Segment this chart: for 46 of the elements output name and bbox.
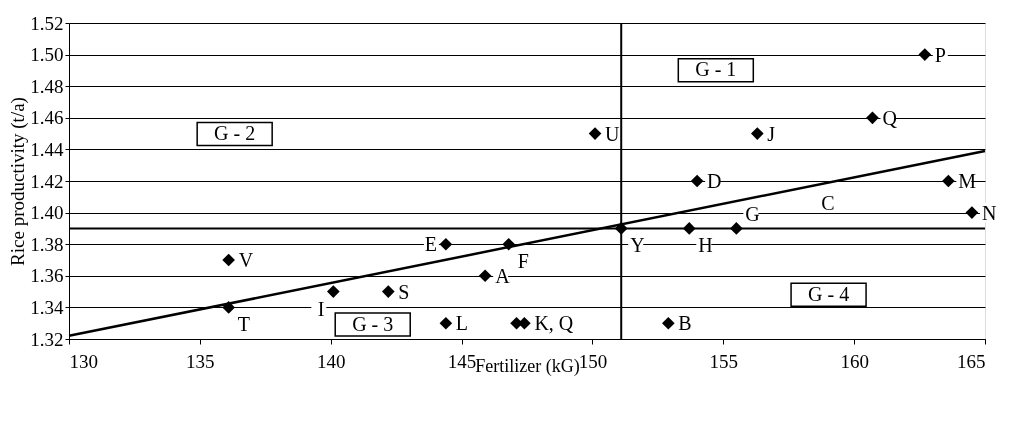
y-tick-label: 1.48 xyxy=(30,75,64,97)
annotation: Q xyxy=(882,106,898,129)
annotation: I xyxy=(317,297,325,320)
y-axis-title: Rice productivity (t/a) xyxy=(7,97,30,266)
annotation: F xyxy=(517,250,529,273)
x-tick-label: 140 xyxy=(316,350,346,372)
y-tick-label: 1.46 xyxy=(30,107,64,129)
annotation: P xyxy=(934,43,946,66)
annotation: G xyxy=(745,203,760,226)
annotation: L xyxy=(455,312,469,335)
y-tick-label: 1.50 xyxy=(30,44,64,66)
annotation: G - 2 xyxy=(214,121,256,144)
y-tick-label: 1.52 xyxy=(30,12,64,34)
x-tick-label: 135 xyxy=(186,350,215,372)
x-tick-label: 150 xyxy=(578,350,608,372)
x-tick-label: 165 xyxy=(957,350,986,372)
annotation: H xyxy=(698,234,713,257)
annotation: N xyxy=(981,201,997,224)
annotation: M xyxy=(958,170,977,192)
y-tick-label: 1.34 xyxy=(30,296,64,318)
y-tick-label: 1.32 xyxy=(30,328,64,350)
annotation: E xyxy=(424,233,437,256)
annotation: K, Q xyxy=(534,312,574,335)
annotation: G - 3 xyxy=(352,312,394,335)
annotation: D xyxy=(707,170,722,192)
annotation: Y xyxy=(630,234,645,257)
y-tick-label: 1.38 xyxy=(30,233,64,255)
annotation: T xyxy=(237,313,250,336)
annotation: G - 4 xyxy=(808,282,850,305)
x-tick-label: 130 xyxy=(69,350,98,372)
y-tick-label: 1.42 xyxy=(30,170,64,192)
annotation: G - 1 xyxy=(695,58,737,81)
x-tick-label: 145 xyxy=(447,350,477,372)
x-axis-title: Fertilizer (kG) xyxy=(475,355,580,377)
y-tick-label: 1.36 xyxy=(30,265,64,287)
x-tick-label: 160 xyxy=(840,350,869,372)
annotation: C xyxy=(821,191,835,214)
annotation: A xyxy=(495,264,511,287)
annotation: U xyxy=(605,122,621,145)
y-tick-label: 1.40 xyxy=(30,202,64,224)
x-tick-label: 155 xyxy=(709,350,739,372)
annotation: S xyxy=(398,280,410,303)
annotation: B xyxy=(678,312,692,335)
annotation: J xyxy=(767,122,776,145)
annotation: V xyxy=(238,249,254,271)
y-tick-label: 1.44 xyxy=(30,138,64,160)
